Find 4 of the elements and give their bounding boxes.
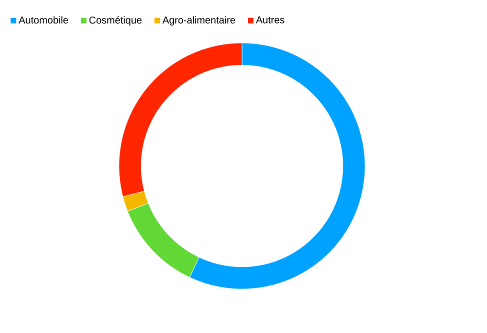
legend-label: Autres [256, 16, 284, 24]
legend-label: Agro-alimentaire [162, 16, 236, 26]
legend-label: Automobile [18, 16, 68, 24]
legend-label: Cosmétique [89, 16, 142, 26]
